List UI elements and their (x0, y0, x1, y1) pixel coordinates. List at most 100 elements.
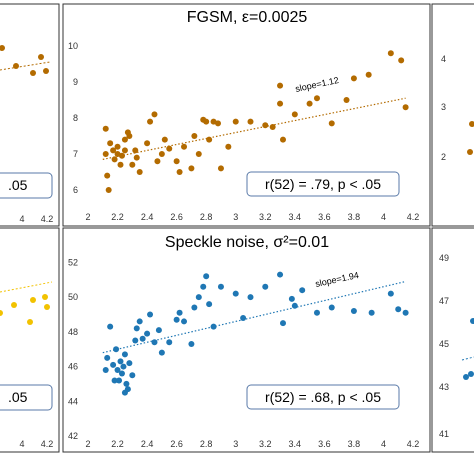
y-tick-label: 50 (68, 292, 78, 302)
left-top-point (0, 45, 5, 51)
x-tick-label: 3.6 (318, 439, 331, 449)
data-point (368, 309, 375, 316)
left-bottom-stat-text: .05 (8, 389, 28, 405)
data-point (121, 351, 128, 358)
y-tick-label: 48 (68, 327, 78, 337)
data-point (188, 341, 195, 347)
chart-title: FGSM, ε=0.0025 (187, 9, 308, 26)
right-bottom-ytick: 43 (439, 382, 449, 392)
data-point (102, 367, 109, 374)
x-tick-label: 2.6 (170, 439, 183, 449)
data-point (121, 136, 128, 143)
data-point (118, 152, 125, 159)
data-point (191, 133, 198, 139)
left-bottom-xtick: 4 (19, 439, 24, 449)
x-tick-label: 3 (233, 212, 238, 222)
data-point (350, 308, 357, 315)
left-bottom-stat-box (0, 384, 53, 411)
speckle-noise-scatter-panel: 2 2.2 2.4 2.6 2.8 3 3.2 3.4 3.6 3.8 4 4.2 42 44 46 48 50… (62, 227, 431, 453)
x-tick-label: 2.4 (141, 212, 154, 222)
data-point (217, 283, 224, 290)
x-tick-label: 4.2 (407, 212, 420, 222)
data-point (262, 283, 269, 290)
left-bottom-point (44, 304, 50, 310)
x-tick-label: 3.8 (348, 439, 361, 449)
data-point (111, 156, 118, 163)
data-point (114, 367, 121, 374)
data-point (210, 323, 217, 330)
data-point (105, 187, 112, 193)
x-tick-label: 3.4 (289, 212, 302, 222)
data-point (107, 323, 114, 330)
data-point (398, 57, 405, 64)
right-bottom-trendline (461, 356, 474, 361)
data-point (288, 295, 295, 302)
x-tick-label: 4 (381, 212, 386, 222)
data-point (313, 95, 320, 102)
right-top-frame (431, 3, 474, 227)
data-point (139, 335, 146, 342)
left-bottom-point (0, 310, 3, 316)
data-point (147, 311, 154, 318)
right-bottom-ytick: 45 (439, 339, 449, 349)
right-bottom-point (468, 371, 474, 377)
data-point (225, 143, 232, 150)
data-point (217, 165, 224, 172)
left-top-stat-box (0, 172, 53, 199)
data-point (102, 151, 109, 157)
data-point (144, 140, 151, 147)
data-point (402, 104, 409, 111)
data-point (114, 143, 121, 150)
x-tick-label: 3.2 (259, 439, 272, 449)
data-point (133, 325, 140, 332)
right-top-ytick: 4 (441, 54, 446, 64)
data-point (291, 111, 298, 118)
data-point (277, 82, 284, 89)
stat-box (246, 171, 400, 197)
data-point (176, 309, 183, 316)
data-point (113, 346, 120, 353)
left-top-point (38, 54, 44, 60)
left-bottom-xtick: 4.2 (41, 439, 54, 449)
data-point (240, 314, 247, 321)
data-point (155, 327, 162, 334)
data-point (395, 306, 402, 313)
left-top-point (43, 68, 49, 74)
data-point (328, 120, 335, 127)
data-point (277, 100, 284, 107)
y-tick-label: 9 (73, 77, 78, 87)
data-point (387, 50, 394, 57)
data-point (117, 161, 124, 168)
data-point (151, 111, 158, 118)
data-point (144, 330, 151, 337)
right-bottom-ytick: 47 (439, 296, 449, 306)
data-point (121, 147, 128, 154)
data-point (203, 273, 210, 280)
data-point (161, 136, 168, 143)
left-top-frame (0, 3, 60, 227)
x-tick-label: 3.6 (318, 212, 331, 222)
x-tick-label: 3.2 (259, 212, 272, 222)
data-point (166, 145, 173, 152)
stat-annotation: r(52) = .68, p < .05 (265, 389, 381, 405)
data-point (328, 304, 335, 311)
panel-frame (62, 3, 431, 227)
x-tick-label: 3.8 (348, 212, 361, 222)
data-point (107, 140, 114, 147)
data-point (306, 100, 313, 107)
data-point (132, 147, 139, 154)
data-point (110, 361, 117, 368)
x-tick-label: 2 (85, 212, 90, 222)
data-point (181, 318, 188, 325)
data-point (262, 122, 269, 129)
data-point (120, 363, 127, 370)
right-top-ytick: 2 (441, 152, 446, 162)
data-point (158, 349, 165, 356)
data-point (116, 377, 123, 384)
right-bottom-ytick: 49 (439, 253, 449, 263)
x-tick-label: 3 (233, 439, 238, 449)
x-tick-label: 2 (85, 439, 90, 449)
y-tick-label: 46 (68, 362, 78, 372)
data-point (176, 169, 183, 175)
